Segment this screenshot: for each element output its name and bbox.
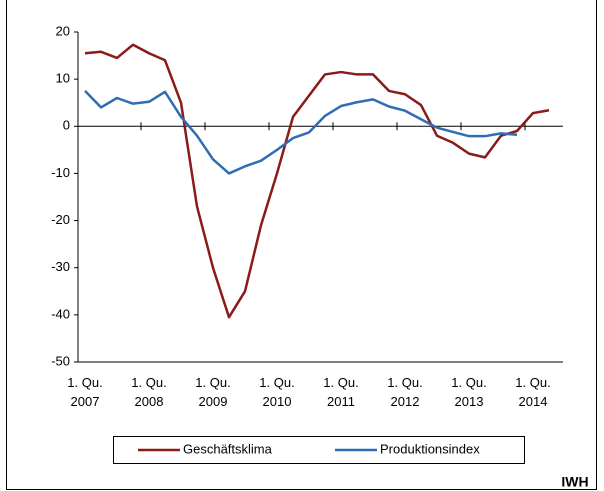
y-tick-label: 0	[63, 118, 70, 133]
x-tick-label: 1. Qu. 2007	[67, 375, 103, 409]
y-tick-label: -30	[51, 259, 70, 274]
x-tick-label: 1. Qu. 2013	[451, 375, 487, 409]
line	[84, 43, 550, 319]
x-tick-label: 1. Qu. 2008	[131, 375, 167, 409]
x-tick-label: 1. Qu. 2011	[323, 375, 359, 409]
x-tick-label: 1. Qu. 2009	[195, 375, 231, 409]
frame	[6, 0, 597, 490]
y-tick-label: 20	[56, 23, 70, 38]
y-tick-label: -20	[51, 212, 70, 227]
source: IWH	[561, 474, 588, 490]
legend-label: Produktionsindex	[380, 441, 480, 456]
x-tick-label: 1. Qu. 2010	[259, 375, 295, 409]
x-tick-label: 1. Qu. 2012	[387, 375, 423, 409]
y-tick-label: -10	[51, 165, 70, 180]
legend-box	[113, 436, 525, 464]
y-tick-label: -40	[51, 306, 70, 321]
y-tick-label: -50	[51, 353, 70, 368]
line	[84, 90, 518, 175]
legend-label: Geschäftsklima	[183, 441, 273, 456]
x-tick-label: 1. Qu. 2014	[515, 375, 551, 409]
y-tick-label: 10	[56, 71, 70, 86]
